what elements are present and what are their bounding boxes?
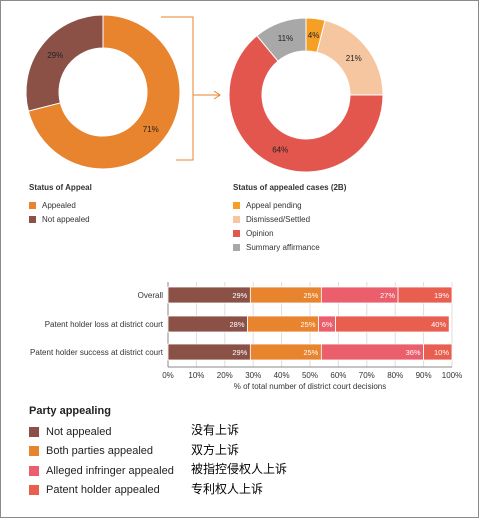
translation-patent-holder-appealed: 专利权人上诉 — [191, 481, 264, 496]
x-tick-label: 10% — [188, 371, 204, 380]
legend-label: Both parties appealed — [46, 445, 154, 458]
x-tick-label: 60% — [330, 371, 346, 380]
slice-appealed — [27, 14, 181, 170]
data-label: 19% — [434, 291, 449, 300]
x-tick-label: 70% — [359, 371, 375, 380]
x-tick-label: 80% — [387, 371, 403, 380]
legend-item-patent-holder-appealed: Patent holder appealed — [29, 481, 174, 501]
data-label: 36% — [406, 348, 421, 357]
data-label: 29% — [232, 291, 247, 300]
translation-alleged-infringer-appealed: 被指控侵权人上诉 — [191, 462, 288, 476]
party-appealing-legend: Party appealing Not appealed Both partie… — [29, 405, 174, 500]
x-tick-label: 40% — [274, 371, 290, 380]
legend-swatch — [29, 465, 39, 476]
legend-item-not-appealed: Not appealed — [29, 212, 92, 226]
legend-item-opinion: Opinion — [233, 226, 346, 240]
data-label: 6% — [322, 320, 333, 329]
data-label: 25% — [301, 320, 316, 329]
donut-charts: 29% 71% 4% 21% 64% 11% — [25, 14, 384, 173]
chinese-translations: 没有上诉 双方上诉 被指控侵权人上诉 专利权人上诉 — [191, 421, 287, 499]
x-tick-label: 0% — [162, 371, 174, 380]
data-label: 28% — [230, 320, 245, 329]
slice-summary-affirmance — [256, 17, 307, 62]
x-tick-label: 30% — [245, 371, 261, 380]
legend-title: Status of appealed cases (2B) — [233, 183, 347, 192]
legend-swatch — [233, 243, 240, 251]
legend-title: Status of Appeal — [29, 183, 92, 192]
bar-segment-patent-holder-appealed — [397, 286, 453, 304]
legend-swatch — [233, 201, 240, 209]
x-tick-label: 50% — [302, 371, 318, 380]
category-label: Overall — [138, 291, 164, 300]
legend-swatch — [29, 215, 36, 223]
legend-label: Opinion — [246, 228, 274, 238]
legend-swatch — [233, 215, 240, 223]
translation-both-parties-appealed: 双方上诉 — [191, 442, 240, 457]
slice-label-dismissed-settled: 21% — [346, 54, 362, 63]
category-label: Patent holder loss at district court — [45, 320, 164, 329]
bar-segment-patent-holder-appealed — [335, 315, 450, 333]
legend-swatch — [29, 446, 39, 457]
slice-label-appealed: 71% — [143, 125, 159, 134]
status-of-appeal-donut: 29% 71% — [25, 14, 181, 170]
legend-label: Not appealed — [42, 214, 90, 224]
data-label: 29% — [232, 348, 247, 357]
legend-swatch — [29, 426, 39, 437]
legend-item-not-appealed: Not appealed — [29, 422, 174, 442]
stacked-bar-chart: 0% 10% 20% 30% 40% 50% 60% 70% 80% 90% 100% Overall… — [30, 282, 462, 380]
translation-not-appealed: 没有上诉 — [191, 423, 240, 437]
legend-swatch — [29, 485, 39, 496]
data-label: 25% — [303, 291, 318, 300]
legend-swatch — [29, 201, 36, 209]
legend-item-appeal-pending: Appeal pending — [233, 198, 346, 212]
slice-not-appealed — [25, 14, 104, 112]
legend-title: Party appealing — [29, 405, 111, 417]
slice-label-not-appealed: 29% — [47, 51, 63, 60]
slice-label-opinion: 64% — [272, 146, 288, 155]
legend-label: Summary affirmance — [246, 242, 320, 252]
x-tick-label: 20% — [217, 371, 233, 380]
legend-label: Alleged infringer appealed — [46, 464, 174, 477]
data-label: 25% — [303, 348, 318, 357]
legend-item-both-parties-appealed: Both parties appealed — [29, 442, 174, 462]
legend-label: Appeal pending — [246, 200, 302, 210]
category-label: Patent holder success at district court — [30, 348, 164, 357]
arrow-icon — [213, 90, 221, 100]
status-of-appeal-legend: Status of Appeal Appealed Not appealed — [29, 183, 92, 226]
bar-segment-patent-holder-appealed — [423, 343, 453, 361]
legend-item-summary-affirmance: Summary affirmance — [233, 240, 346, 254]
data-label: 40% — [431, 320, 446, 329]
legend-item-alleged-infringer-appealed: Alleged infringer appealed — [29, 461, 174, 481]
legend-label: Not appealed — [46, 425, 112, 438]
legend-label: Dismissed/Settled — [246, 214, 311, 224]
appealed-cases-donut: 4% 21% 64% 11% — [228, 17, 384, 173]
legend-label: Patent holder appealed — [46, 484, 160, 497]
data-label: 27% — [380, 291, 395, 300]
slice-label-appeal-pending: 4% — [308, 31, 320, 40]
connector-line — [161, 16, 194, 161]
slice-opinion — [228, 34, 384, 173]
x-tick-label: 90% — [416, 371, 432, 380]
x-tick-label: 100% — [442, 371, 462, 380]
slice-label-summary-affirmance: 11% — [278, 34, 293, 43]
legend-label: Appealed — [42, 200, 76, 210]
appealed-cases-legend: Status of appealed cases (2B) Appeal pen… — [233, 183, 346, 254]
legend-item-dismissed-settled: Dismissed/Settled — [233, 212, 346, 226]
legend-swatch — [233, 229, 240, 237]
x-axis-label: % of total number of district court deci… — [233, 382, 387, 391]
legend-item-appealed: Appealed — [29, 198, 92, 212]
data-label: 10% — [434, 348, 449, 357]
